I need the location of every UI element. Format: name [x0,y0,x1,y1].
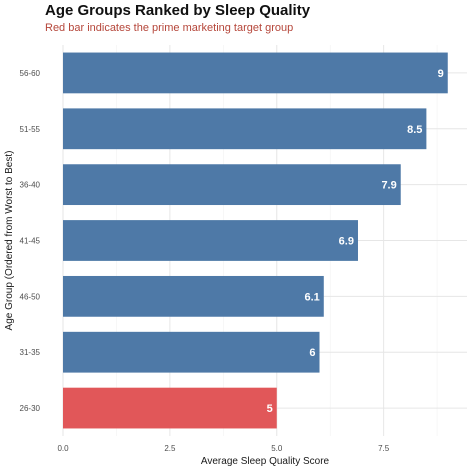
y-tick-label-26-30: 26-30 [20,404,41,413]
y-tick-label-41-45: 41-45 [20,237,41,246]
x-tick-label: 7.5 [378,444,390,453]
y-tick-label-46-50: 46-50 [20,292,41,301]
x-tick-label: 5.0 [271,444,283,453]
y-tick-label-36-40: 36-40 [20,181,41,190]
y-tick-label-51-55: 51-55 [20,125,41,134]
value-label-56-60: 9 [438,68,444,80]
bar-41-45 [63,220,358,261]
bar-26-30 [63,387,277,429]
y-tick-label-31-35: 31-35 [20,348,41,357]
x-tick-label: 2.5 [164,444,176,453]
value-label-36-40: 7.9 [381,180,396,192]
bar-46-50 [63,275,324,317]
x-tick-label: 0.0 [57,444,69,453]
value-label-41-45: 6.9 [339,236,354,248]
value-label-26-30: 5 [267,403,273,415]
y-tick-label-56-60: 56-60 [20,69,41,78]
bar-31-35 [63,331,320,373]
value-label-31-35: 6 [309,347,315,359]
value-label-51-55: 8.5 [407,124,422,136]
bar-51-55 [63,108,427,150]
chart-subtitle: Red bar indicates the prime marketing ta… [45,22,294,34]
value-label-46-50: 6.1 [304,291,319,303]
x-axis-title: Average Sleep Quality Score [201,456,330,467]
bar-56-60 [63,52,448,94]
chart-title: Age Groups Ranked by Sleep Quality [45,2,311,19]
bar-36-40 [63,164,401,206]
y-axis-title: Age Group (Ordered from Worst to Best) [4,151,15,331]
